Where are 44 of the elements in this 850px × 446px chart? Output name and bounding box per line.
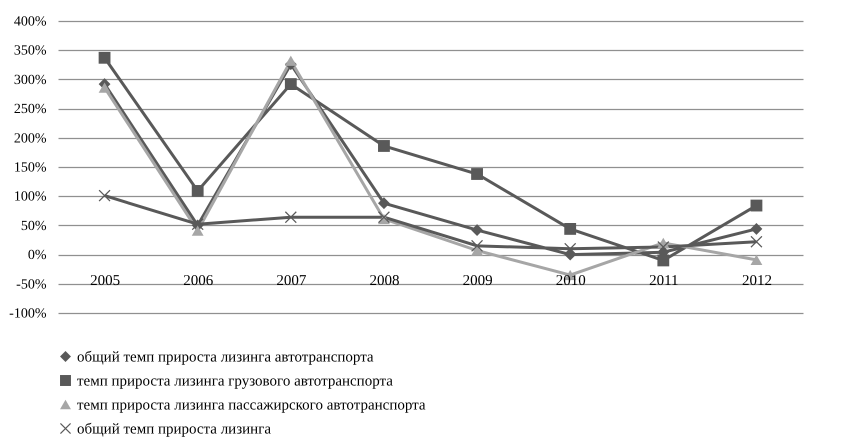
point: [471, 240, 483, 252]
point: [750, 222, 762, 235]
legend-label: общий темп прироста лизинга автотранспорта: [77, 350, 374, 366]
point: [471, 245, 483, 256]
point: [564, 222, 576, 235]
y-tick-label: 0%: [28, 248, 47, 264]
point: [378, 197, 390, 210]
point: [378, 211, 390, 224]
point: [657, 254, 670, 266]
point: [98, 190, 110, 202]
point: [471, 224, 483, 236]
x-tick-label: 2007: [276, 273, 307, 290]
x-tick-label: 2012: [742, 273, 772, 290]
y-tick-label: 250%: [14, 102, 47, 118]
point: [378, 140, 390, 152]
point: [750, 254, 762, 265]
x-tick-label: 2008: [369, 273, 400, 290]
point: [192, 185, 204, 197]
point: [471, 168, 483, 180]
y-tick-label: -50%: [16, 277, 47, 292]
legend-label: общий темп прироста лизинга: [77, 422, 272, 438]
x-tick-label: 2010: [556, 273, 586, 290]
point: [657, 241, 670, 253]
point: [750, 200, 762, 212]
y-tick-label: 200%: [14, 131, 47, 146]
y-tick-label: 300%: [14, 72, 47, 88]
point: [98, 52, 110, 64]
y-tick-label: 350%: [14, 44, 47, 59]
point: [284, 56, 297, 66]
x-tick-label: 2005: [90, 273, 120, 290]
point: [192, 226, 204, 236]
x-tick-label: 2006: [183, 273, 214, 290]
y-tick-label: -100%: [9, 306, 47, 322]
point: [750, 236, 762, 248]
point: [284, 78, 297, 90]
y-tick-label: 400%: [14, 14, 47, 30]
legend-label: темп прироста лизинга пассажирского автотранспорта: [77, 398, 426, 414]
x-tick-label: 2009: [462, 273, 493, 290]
legend-label: темп прироста лизинга грузового автотранспорта: [77, 374, 394, 390]
point: [98, 82, 110, 93]
y-tick-label: 150%: [14, 160, 47, 176]
y-tick-label: 100%: [14, 190, 47, 205]
y-tick-label: 50%: [20, 218, 47, 234]
x-tick-label: 2011: [649, 273, 679, 290]
